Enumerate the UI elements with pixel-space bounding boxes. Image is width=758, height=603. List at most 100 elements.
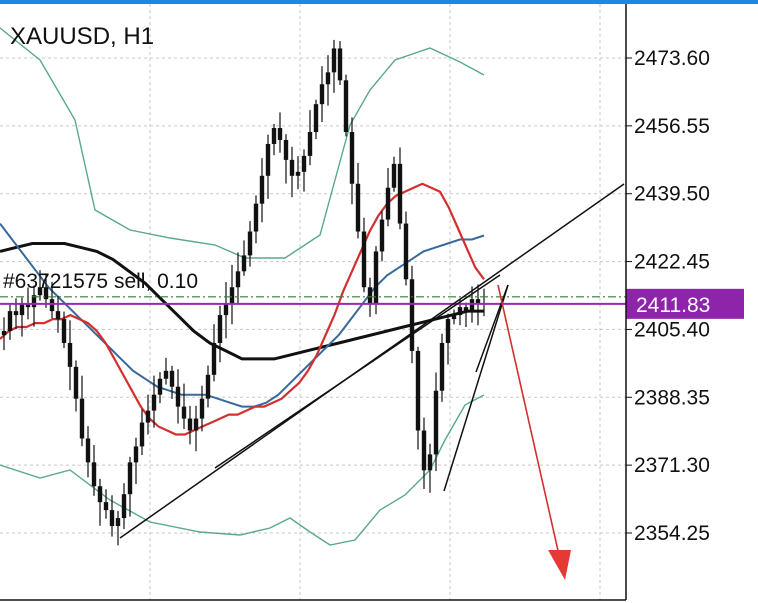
candle-body (289, 159, 295, 176)
moving-average-black-line (0, 242, 484, 361)
candle-body (445, 319, 451, 343)
candle-body (61, 319, 67, 343)
moving-averages (0, 182, 485, 436)
candle-body (235, 271, 241, 288)
candle-body (355, 183, 361, 232)
candle-body (223, 303, 229, 316)
candle-body (475, 299, 481, 304)
band-upper-line (0, 27, 485, 259)
current-price-box (626, 288, 744, 319)
wedge-line-lower (443, 284, 509, 492)
candle-body (331, 48, 337, 73)
candle-body (217, 315, 223, 343)
bands (0, 27, 485, 546)
candle-body (43, 287, 49, 300)
candle-body (409, 279, 415, 351)
order-line-label[interactable]: #63721575 sell, 0.10 (3, 270, 198, 293)
candle-body (163, 370, 169, 379)
top-accent-bar (0, 0, 758, 4)
price-tick-label: 2388.35 (634, 386, 710, 409)
candle-body (25, 303, 31, 308)
support-trendline-inner (214, 274, 501, 469)
candle-body (295, 171, 301, 176)
candle-body (103, 502, 109, 511)
down-arrow-shaft (497, 284, 560, 556)
candle-body (415, 350, 421, 431)
candle-body (367, 287, 373, 304)
candle-body (151, 394, 157, 411)
price-axis: 2473.60 2456.55 2439.50 2422.45 2405.40 2388.… (0, 4, 710, 601)
candle-body (157, 378, 163, 395)
candle-body (37, 287, 43, 296)
candle-body (271, 128, 277, 144)
grid (0, 4, 626, 600)
candle-body (229, 287, 235, 304)
candle-body (7, 311, 13, 332)
price-tick-label: 2456.55 (634, 115, 710, 138)
candle-body (97, 486, 103, 503)
price-tick-label: 2405.40 (634, 318, 710, 341)
candle-body (145, 410, 151, 423)
price-tick-label: 2371.30 (634, 454, 710, 477)
candle-body (181, 406, 187, 419)
candle-body (211, 342, 217, 375)
candle-body (283, 139, 289, 160)
candle-body (451, 315, 457, 320)
moving-average-red-line (0, 182, 485, 436)
candle-body (457, 307, 463, 316)
candle-body (301, 155, 307, 172)
candle-body (361, 231, 367, 288)
candle-body (397, 163, 403, 224)
current-price-label: 2411.83 (636, 294, 710, 317)
price-tick-label: 2354.25 (634, 522, 710, 545)
candle-body (247, 231, 253, 256)
candle-body (109, 510, 115, 527)
candle-body (127, 462, 133, 495)
candle-body (421, 430, 427, 471)
candle-body (277, 128, 283, 140)
candle-body (85, 438, 91, 463)
candle-body (325, 72, 331, 85)
candle-body (199, 398, 205, 419)
wedge-line-upper (475, 284, 509, 373)
candle-body (337, 48, 343, 81)
candle-body (31, 295, 37, 308)
candle-body (193, 418, 199, 431)
candle-body (67, 342, 73, 367)
candle-body (19, 303, 25, 316)
candle-body (139, 422, 145, 447)
candle-body (253, 203, 259, 232)
candle-body (349, 132, 355, 184)
candle-body (385, 187, 391, 220)
candle-body (13, 311, 19, 316)
candle-body (115, 518, 121, 527)
candle-body (91, 462, 97, 487)
candle-body (205, 374, 211, 399)
chart-title: XAUUSD, H1 (10, 23, 154, 50)
candle-body (439, 342, 445, 391)
price-tick-label: 2422.45 (634, 251, 710, 274)
candle-body (469, 299, 475, 312)
candle-body (73, 366, 79, 399)
candle-body (433, 390, 439, 455)
candle-body (403, 223, 409, 280)
candle-body (313, 104, 319, 133)
candles (1, 39, 487, 546)
candle-body (265, 143, 271, 176)
candle-body (373, 251, 379, 304)
candle-body (427, 454, 433, 471)
candle-body (175, 386, 181, 407)
candle-body (187, 418, 193, 431)
price-tick-label: 2439.50 (634, 183, 710, 206)
price-tick-label: 2473.60 (634, 47, 710, 70)
candle-body (121, 494, 127, 519)
candle-body (49, 299, 55, 312)
candle-body (307, 132, 313, 156)
candle-body (319, 84, 325, 105)
candle-body (391, 163, 397, 188)
band-lower-line (0, 394, 485, 546)
down-arrow-head (548, 550, 571, 580)
candle-body (133, 446, 139, 463)
